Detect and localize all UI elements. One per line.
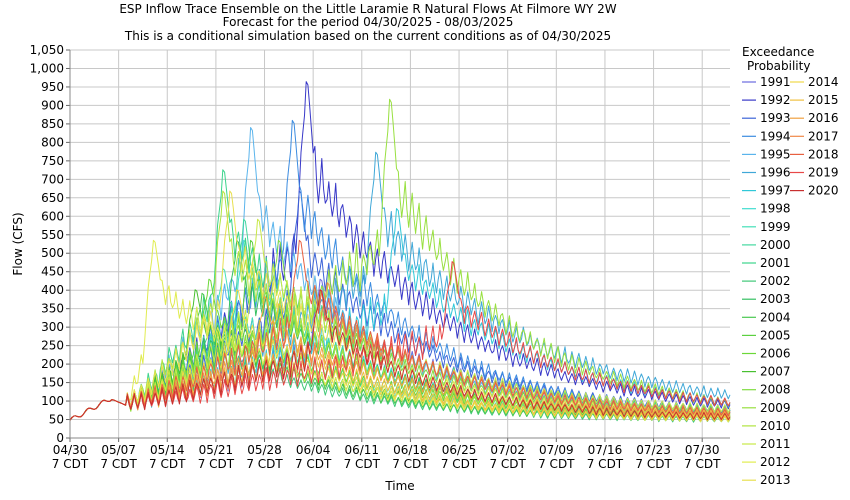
x-tick-label: 05/28	[247, 443, 282, 457]
y-tick-label: 700	[41, 172, 64, 186]
legend-items: 1991 1992 1993 1994 1995 1996 1997 1998 1999 2000…	[742, 75, 839, 487]
y-tick-label: 550	[41, 228, 64, 242]
x-tick-label: 06/11	[344, 443, 379, 457]
x-tick-sublabel: 7 CDT	[392, 457, 429, 471]
legend-label-1998: 1998	[760, 202, 791, 216]
x-tick-label: 06/18	[393, 443, 428, 457]
legend-label-2017: 2017	[808, 129, 839, 143]
y-tick-label: 750	[41, 154, 64, 168]
legend-label-1992: 1992	[760, 93, 791, 107]
legend-label-2020: 2020	[808, 184, 839, 198]
legend-label-1996: 1996	[760, 166, 791, 180]
y-tick-label: 850	[41, 117, 64, 131]
y-tick-label: 150	[41, 376, 64, 390]
x-tick-label: 06/04	[296, 443, 331, 457]
x-tick-label: 07/02	[490, 443, 525, 457]
x-tick-sublabel: 7 CDT	[149, 457, 186, 471]
legend-label-2013: 2013	[760, 473, 791, 487]
legend-label-1993: 1993	[760, 111, 791, 125]
legend-label-2009: 2009	[760, 401, 791, 415]
legend-label-1997: 1997	[760, 184, 791, 198]
x-tick-label: 07/16	[588, 443, 623, 457]
y-tick-label: 500	[41, 246, 64, 260]
x-tick-sublabel: 7 CDT	[344, 457, 381, 471]
legend: Exceedance Probability 19911992199319941…	[742, 45, 839, 487]
x-tick-label: 05/14	[150, 443, 185, 457]
legend-label-2011: 2011	[760, 437, 791, 451]
y-tick-label: 1,000	[30, 61, 64, 75]
x-tick-sublabel: 7 CDT	[52, 457, 89, 471]
series-line-2017	[69, 282, 731, 421]
x-tick-sublabel: 7 CDT	[587, 457, 624, 471]
legend-label-1995: 1995	[760, 147, 791, 161]
y-tick-label: 900	[41, 98, 64, 112]
chart-title: ESP Inflow Trace Ensemble on the Little …	[119, 2, 616, 16]
legend-label-2019: 2019	[808, 166, 839, 180]
y-tick-label: 0	[56, 431, 64, 445]
x-tick-sublabel: 7 CDT	[441, 457, 478, 471]
axis-layer: 0 50 100 150 200 250 300 350 400 450 500 550 600 650 7…	[30, 43, 730, 471]
x-tick-sublabel: 7 CDT	[246, 457, 283, 471]
legend-label-1994: 1994	[760, 129, 791, 143]
y-tick-label: 600	[41, 209, 64, 223]
x-axis-label: Time	[384, 479, 414, 493]
legend-label-2006: 2006	[760, 347, 791, 361]
y-tick-label: 50	[49, 413, 64, 427]
y-tick-label: 950	[41, 80, 64, 94]
x-tick-label: 05/07	[101, 443, 136, 457]
x-tick-label: 05/21	[199, 443, 234, 457]
x-tick-label: 07/30	[685, 443, 720, 457]
series-line-2020	[69, 289, 731, 421]
x-tick-sublabel: 7 CDT	[489, 457, 526, 471]
x-tick-label: 07/09	[539, 443, 574, 457]
legend-label-2007: 2007	[760, 365, 791, 379]
legend-label-2000: 2000	[760, 238, 791, 252]
x-tick-label: 04/30	[53, 443, 88, 457]
legend-label-2003: 2003	[760, 292, 791, 306]
legend-label-2008: 2008	[760, 383, 791, 397]
y-tick-label: 650	[41, 191, 64, 205]
x-tick-sublabel: 7 CDT	[198, 457, 235, 471]
legend-label-2010: 2010	[760, 419, 791, 433]
y-tick-label: 100	[41, 394, 64, 408]
y-tick-label: 450	[41, 265, 64, 279]
legend-label-2018: 2018	[808, 147, 839, 161]
series-line-2012	[69, 239, 731, 423]
x-tick-label: 07/23	[636, 443, 671, 457]
legend-title-line-1: Exceedance	[742, 45, 814, 59]
x-tick-sublabel: 7 CDT	[538, 457, 575, 471]
legend-label-2002: 2002	[760, 274, 791, 288]
legend-label-2016: 2016	[808, 111, 839, 125]
y-tick-label: 300	[41, 320, 64, 334]
y-tick-label: 400	[41, 283, 64, 297]
y-axis-label: Flow (CFS)	[11, 212, 25, 275]
legend-label-2001: 2001	[760, 256, 791, 270]
series-layer	[69, 81, 731, 423]
legend-label-2004: 2004	[760, 310, 791, 324]
chart-subtitle: Forecast for the period 04/30/2025 - 08/…	[223, 15, 514, 29]
x-tick-label: 06/25	[442, 443, 477, 457]
y-tick-label: 250	[41, 339, 64, 353]
x-tick-sublabel: 7 CDT	[100, 457, 137, 471]
legend-label-1999: 1999	[760, 220, 791, 234]
x-tick-sublabel: 7 CDT	[635, 457, 672, 471]
legend-label-2015: 2015	[808, 93, 839, 107]
series-line-2018	[69, 239, 731, 421]
y-tick-label: 800	[41, 135, 64, 149]
y-tick-label: 350	[41, 302, 64, 316]
y-tick-label: 200	[41, 357, 64, 371]
y-tick-label: 1,050	[30, 43, 64, 57]
chart-subtitle-2: This is a conditional simulation based o…	[124, 29, 611, 43]
legend-title-line-2: Probability	[747, 59, 810, 73]
legend-label-2014: 2014	[808, 75, 839, 89]
legend-label-2005: 2005	[760, 328, 791, 342]
x-tick-sublabel: 7 CDT	[684, 457, 721, 471]
x-tick-sublabel: 7 CDT	[295, 457, 332, 471]
legend-label-2012: 2012	[760, 455, 791, 469]
legend-label-1991: 1991	[760, 75, 791, 89]
